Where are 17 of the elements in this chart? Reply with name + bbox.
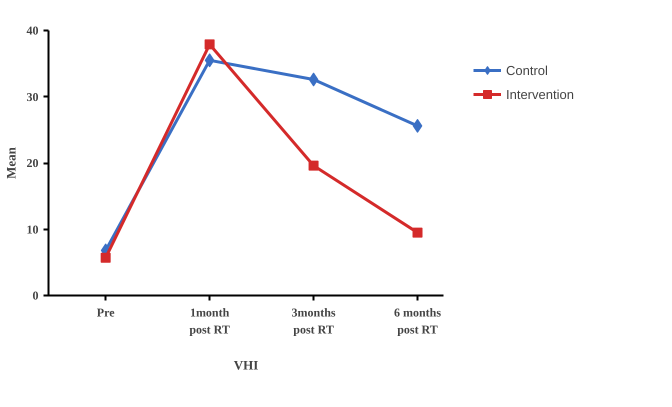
x-tick-label: Pre	[96, 306, 116, 320]
point	[308, 160, 319, 171]
y-tick-label: 30	[26, 90, 38, 104]
point	[100, 252, 111, 263]
y-tick-label: 40	[26, 24, 38, 38]
x-tick-label: 3months post RT	[292, 306, 336, 336]
x-tick-label: 1month post RT	[189, 306, 230, 336]
y-tick-label: 0	[32, 288, 38, 302]
y-axis-title: Mean	[4, 146, 18, 179]
point	[412, 228, 423, 238]
y-tick-label: 10	[26, 222, 38, 236]
y-tick-label: 20	[26, 156, 38, 170]
legend-label: Intervention	[506, 86, 574, 102]
point	[204, 39, 215, 50]
legend-label: Control	[506, 62, 548, 78]
x-axis-title: VHI	[234, 357, 258, 372]
x-tick-label: 6 months post RT	[394, 306, 442, 336]
